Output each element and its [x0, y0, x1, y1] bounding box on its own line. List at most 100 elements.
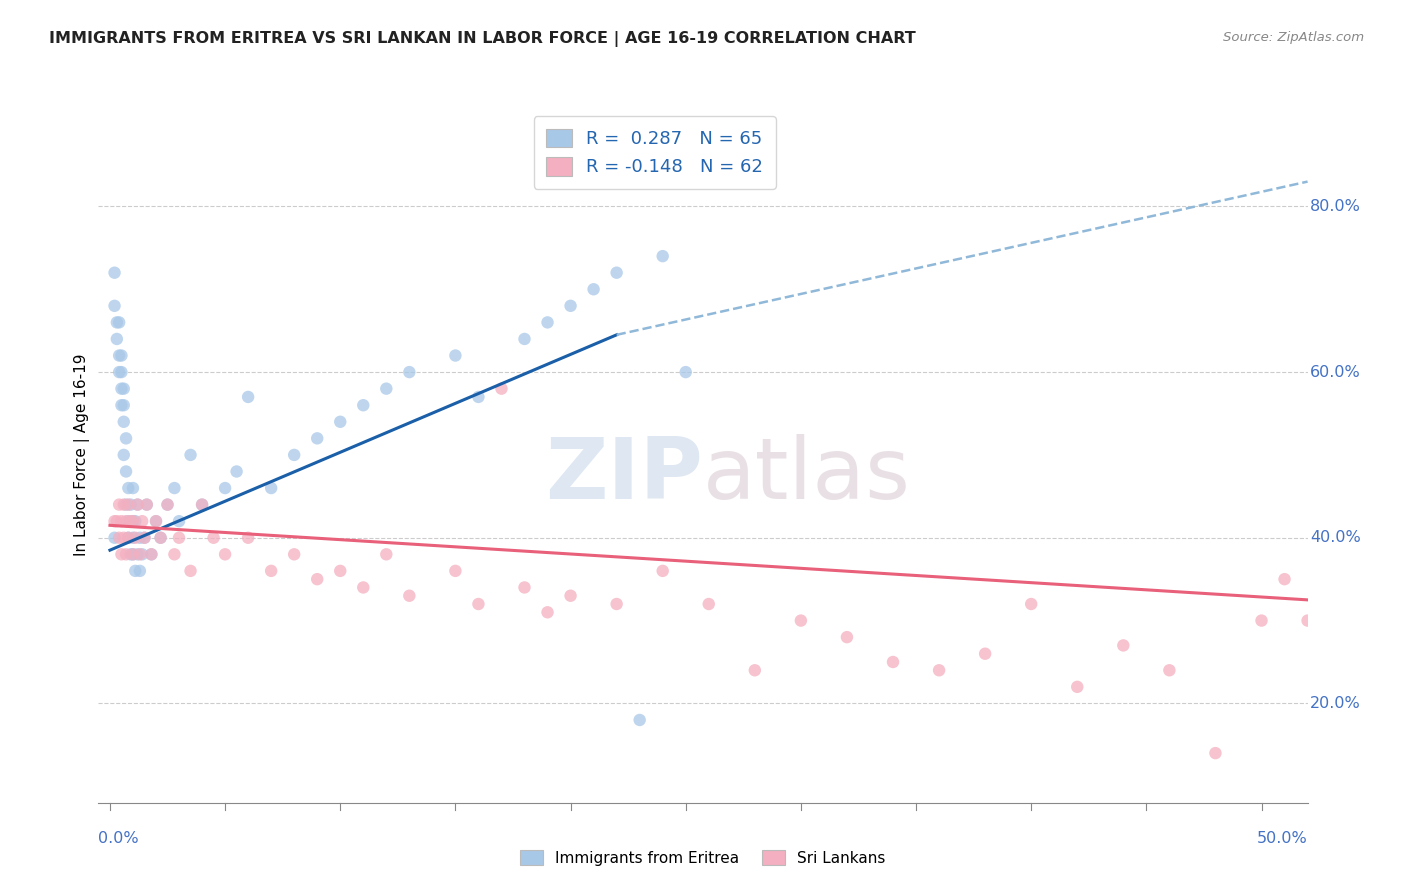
Point: [117, 531, 139, 545]
Point: [105, 315, 128, 329]
Point: [124, 514, 146, 528]
Point: [307, 572, 329, 586]
Point: [141, 547, 163, 561]
Point: [882, 655, 904, 669]
Point: [108, 531, 131, 545]
Point: [127, 498, 149, 512]
Point: [135, 498, 157, 512]
Point: [1296, 614, 1319, 628]
Point: [536, 605, 558, 619]
Point: [156, 498, 179, 512]
Text: 0.0%: 0.0%: [98, 830, 139, 846]
Point: [1112, 639, 1135, 653]
Point: [128, 547, 150, 561]
Point: [606, 266, 628, 280]
Point: [398, 589, 420, 603]
Point: [225, 465, 247, 479]
Point: [606, 597, 628, 611]
Point: [122, 514, 145, 528]
Point: [214, 547, 236, 561]
Point: [1274, 572, 1296, 586]
Point: [928, 663, 950, 677]
Point: [120, 547, 142, 561]
Point: [307, 431, 329, 445]
Point: [156, 498, 179, 512]
Point: [110, 349, 132, 363]
Point: [582, 282, 605, 296]
Point: [352, 581, 374, 595]
Point: [103, 299, 125, 313]
Point: [167, 531, 190, 545]
Legend: Immigrants from Eritrea, Sri Lankans: Immigrants from Eritrea, Sri Lankans: [515, 844, 891, 871]
Text: 40.0%: 40.0%: [1310, 530, 1361, 545]
Point: [115, 514, 138, 528]
Text: IMMIGRANTS FROM ERITREA VS SRI LANKAN IN LABOR FORCE | AGE 16-19 CORRELATION CHA: IMMIGRANTS FROM ERITREA VS SRI LANKAN IN…: [49, 31, 915, 47]
Point: [467, 390, 489, 404]
Point: [1159, 663, 1181, 677]
Text: atlas: atlas: [703, 434, 911, 517]
Point: [560, 299, 582, 313]
Point: [149, 531, 172, 545]
Point: [127, 498, 149, 512]
Point: [145, 514, 167, 528]
Point: [260, 564, 283, 578]
Point: [112, 398, 135, 412]
Point: [108, 349, 131, 363]
Y-axis label: In Labor Force | Age 16-19: In Labor Force | Age 16-19: [75, 353, 90, 557]
Point: [103, 531, 125, 545]
Point: [835, 630, 858, 644]
Point: [120, 514, 142, 528]
Point: [444, 564, 467, 578]
Text: 20.0%: 20.0%: [1310, 696, 1361, 711]
Point: [697, 597, 720, 611]
Point: [103, 514, 125, 528]
Point: [134, 531, 156, 545]
Point: [110, 547, 132, 561]
Point: [167, 514, 190, 528]
Point: [108, 498, 131, 512]
Point: [163, 481, 186, 495]
Point: [117, 514, 139, 528]
Point: [236, 531, 259, 545]
Point: [675, 365, 697, 379]
Point: [283, 547, 305, 561]
Point: [1250, 614, 1272, 628]
Point: [560, 589, 582, 603]
Point: [128, 564, 150, 578]
Point: [124, 564, 146, 578]
Point: [110, 514, 132, 528]
Point: [283, 448, 305, 462]
Point: [974, 647, 997, 661]
Point: [163, 547, 186, 561]
Text: Source: ZipAtlas.com: Source: ZipAtlas.com: [1223, 31, 1364, 45]
Point: [1204, 746, 1226, 760]
Point: [467, 597, 489, 611]
Point: [214, 481, 236, 495]
Point: [536, 315, 558, 329]
Point: [117, 481, 139, 495]
Point: [120, 498, 142, 512]
Point: [105, 332, 128, 346]
Point: [115, 431, 138, 445]
Point: [115, 547, 138, 561]
Point: [744, 663, 766, 677]
Point: [112, 415, 135, 429]
Point: [122, 514, 145, 528]
Point: [122, 481, 145, 495]
Point: [1019, 597, 1042, 611]
Point: [110, 365, 132, 379]
Point: [398, 365, 420, 379]
Point: [329, 415, 352, 429]
Point: [651, 564, 673, 578]
Point: [103, 266, 125, 280]
Point: [112, 531, 135, 545]
Point: [329, 564, 352, 578]
Point: [260, 481, 283, 495]
Point: [1066, 680, 1088, 694]
Point: [105, 514, 128, 528]
Point: [112, 448, 135, 462]
Point: [790, 614, 813, 628]
Point: [128, 531, 150, 545]
Point: [375, 547, 398, 561]
Point: [117, 498, 139, 512]
